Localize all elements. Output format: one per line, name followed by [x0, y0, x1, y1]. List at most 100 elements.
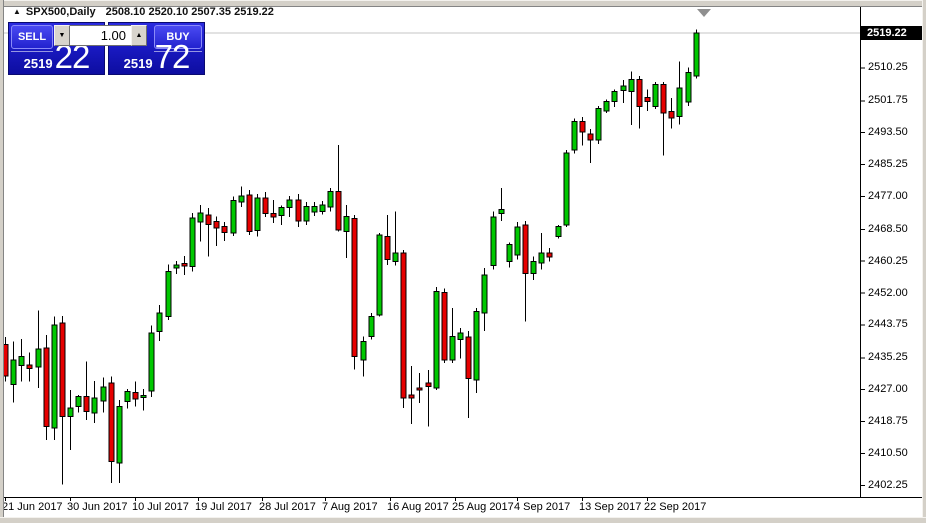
candle-body[interactable] — [197, 212, 204, 223]
candle-body[interactable] — [433, 290, 440, 389]
candle-body[interactable] — [132, 391, 139, 400]
candle-body[interactable] — [246, 194, 253, 233]
candle-body[interactable] — [303, 205, 310, 222]
candle-body[interactable] — [108, 382, 115, 462]
candle-body[interactable] — [10, 359, 17, 386]
candle-body[interactable] — [555, 225, 562, 238]
candle-body[interactable] — [490, 216, 497, 267]
candle-body[interactable] — [311, 205, 318, 213]
candle-body[interactable] — [498, 208, 505, 214]
buy-button[interactable]: BUY — [154, 25, 202, 49]
candle-body[interactable] — [124, 390, 131, 403]
candle-body[interactable] — [351, 217, 358, 357]
candle-body[interactable] — [286, 199, 293, 209]
candle-body[interactable] — [262, 197, 269, 214]
candle-body[interactable] — [221, 225, 228, 234]
candle-body[interactable] — [660, 84, 667, 114]
candle-body[interactable] — [173, 264, 180, 269]
candle-body[interactable] — [148, 332, 155, 392]
candle-body[interactable] — [230, 200, 237, 234]
candle-body[interactable] — [18, 355, 25, 367]
candle-body[interactable] — [644, 96, 651, 102]
candle-body[interactable] — [43, 347, 50, 428]
candle-body[interactable] — [376, 234, 383, 316]
candle-body[interactable] — [327, 191, 334, 208]
volume-input[interactable] — [70, 25, 131, 46]
candle-body[interactable] — [571, 120, 578, 151]
candle-body[interactable] — [205, 214, 212, 226]
candle-body[interactable] — [51, 324, 58, 429]
volume-decrease-button[interactable]: ▼ — [54, 25, 70, 46]
candle-body[interactable] — [441, 292, 448, 361]
candle-body[interactable] — [506, 244, 513, 263]
candle-body[interactable] — [278, 207, 285, 216]
candle-body[interactable] — [59, 322, 66, 418]
candle-body[interactable] — [579, 120, 586, 133]
candle-body[interactable] — [416, 387, 423, 391]
candle-body[interactable] — [384, 236, 391, 261]
candle-body[interactable] — [35, 348, 42, 368]
chart-symbol-period: SPX500,Daily — [25, 6, 96, 18]
candle-body[interactable] — [425, 382, 432, 387]
candle-body[interactable] — [563, 152, 570, 226]
candle-body[interactable] — [100, 386, 107, 402]
candle-body[interactable] — [343, 215, 350, 233]
candle-body[interactable] — [628, 79, 635, 92]
candle-body[interactable] — [636, 79, 643, 107]
volume-increase-button[interactable]: ▲ — [131, 25, 147, 46]
candle-body[interactable] — [140, 395, 147, 399]
current-price-label: 2519.22 — [861, 25, 925, 40]
candle-body[interactable] — [514, 226, 521, 256]
buy-price[interactable]: 2519 72 — [109, 40, 204, 73]
candle-body[interactable] — [611, 91, 618, 102]
candle-body[interactable] — [238, 195, 245, 203]
candle-body[interactable] — [652, 84, 659, 107]
candle-body[interactable] — [457, 332, 464, 341]
candle-body[interactable] — [83, 396, 90, 413]
title-arrow-icon[interactable]: ▲ — [13, 7, 21, 16]
candle-body[interactable] — [449, 336, 456, 361]
candle-body[interactable] — [368, 316, 375, 338]
candle-body[interactable] — [473, 311, 480, 381]
candle-body[interactable] — [254, 197, 261, 232]
candle-body[interactable] — [213, 220, 220, 229]
candle-body[interactable] — [156, 312, 163, 333]
candle-body[interactable] — [522, 224, 529, 274]
candle-body[interactable] — [465, 336, 472, 379]
candle-body[interactable] — [392, 252, 399, 263]
price-axis-label: 2510.25 — [868, 61, 908, 74]
candle-body[interactable] — [295, 199, 302, 222]
candle-body[interactable] — [116, 406, 123, 464]
candle-body[interactable] — [400, 252, 407, 399]
candle-body[interactable] — [181, 263, 188, 267]
sell-button[interactable]: SELL — [11, 25, 53, 49]
candle-body[interactable] — [676, 87, 683, 117]
sell-price-base: 2519 — [23, 56, 53, 71]
candle-body[interactable] — [595, 107, 602, 141]
candle-body[interactable] — [620, 85, 627, 91]
candle-body[interactable] — [668, 110, 675, 119]
candle-body[interactable] — [546, 252, 553, 258]
candle-body[interactable] — [481, 274, 488, 314]
candle-body[interactable] — [26, 364, 33, 369]
candle-body[interactable] — [189, 217, 196, 267]
candle-body[interactable] — [270, 212, 277, 218]
candle-body[interactable] — [693, 32, 700, 77]
date-axis-label: 10 Jul 2017 — [132, 501, 189, 513]
candle-body[interactable] — [319, 204, 326, 212]
candle-body[interactable] — [408, 394, 415, 399]
chart-shift-marker-icon[interactable] — [697, 9, 711, 17]
candle-body[interactable] — [538, 252, 545, 264]
candle-body[interactable] — [603, 100, 610, 112]
candle-body[interactable] — [360, 341, 367, 361]
candle-body[interactable] — [335, 191, 342, 231]
candle-body[interactable] — [75, 396, 82, 408]
candle-body[interactable] — [91, 397, 98, 414]
candle-body[interactable] — [165, 270, 172, 318]
candle-body[interactable] — [685, 71, 692, 103]
candle-body[interactable] — [587, 133, 594, 141]
candle-body[interactable] — [67, 407, 74, 418]
candle-body[interactable] — [530, 261, 537, 274]
buy-price-base: 2519 — [123, 56, 153, 71]
